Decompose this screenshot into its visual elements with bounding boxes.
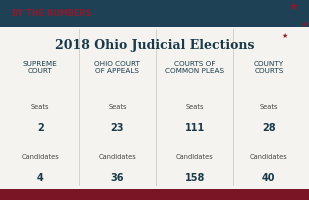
Text: 23: 23: [111, 123, 124, 133]
Text: ★: ★: [281, 33, 287, 39]
Text: COUNTY
COURTS: COUNTY COURTS: [254, 61, 284, 74]
Text: 36: 36: [111, 173, 124, 183]
Text: SUPREME
COURT: SUPREME COURT: [23, 61, 57, 74]
Text: BY THE NUMBERS: BY THE NUMBERS: [12, 9, 92, 18]
Bar: [0, 0, 309, 27]
Text: 28: 28: [262, 123, 276, 133]
Text: Seats: Seats: [260, 104, 278, 110]
Bar: [0, 189, 309, 200]
Text: Candidates: Candidates: [21, 154, 59, 160]
Text: Candidates: Candidates: [250, 154, 288, 160]
Text: OHIO COURT
OF APPEALS: OHIO COURT OF APPEALS: [95, 61, 140, 74]
Text: Seats: Seats: [31, 104, 49, 110]
Text: 40: 40: [262, 173, 276, 183]
Text: 158: 158: [184, 173, 205, 183]
Text: Seats: Seats: [108, 104, 127, 110]
Text: 4: 4: [37, 173, 44, 183]
Text: 2018 Ohio Judicial Elections: 2018 Ohio Judicial Elections: [55, 39, 254, 52]
Text: ★: ★: [289, 3, 298, 13]
Text: Seats: Seats: [185, 104, 204, 110]
Text: 2: 2: [37, 123, 44, 133]
Text: Candidates: Candidates: [99, 154, 136, 160]
Text: Candidates: Candidates: [176, 154, 214, 160]
Text: ★: ★: [301, 20, 308, 28]
Text: 111: 111: [184, 123, 205, 133]
Text: COURTS OF
COMMON PLEAS: COURTS OF COMMON PLEAS: [165, 61, 224, 74]
